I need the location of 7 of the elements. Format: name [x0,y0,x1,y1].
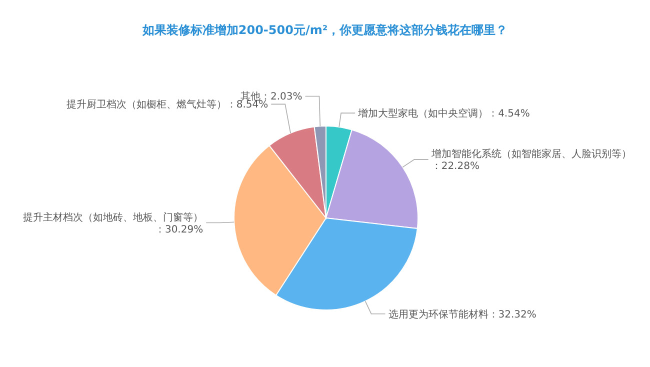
data-label: ：30.29% [154,224,204,236]
slice-label: 提升主材档次（如地砖、地板、门窗等） [23,211,204,224]
data-label: ：22.28% [431,160,480,172]
slice-label: 增加大型家电（如中央空调）：4.54% [357,108,530,120]
slice-label: 增加智能化系统（如智能家居、人脸识别等） [430,148,632,160]
slice-label: 选用更为环保节能材料：32.32% [388,308,536,320]
chart-title: 如果装修标准增加200-500元/m²，你更愿意将这部分钱花在哪里？ [141,23,508,37]
